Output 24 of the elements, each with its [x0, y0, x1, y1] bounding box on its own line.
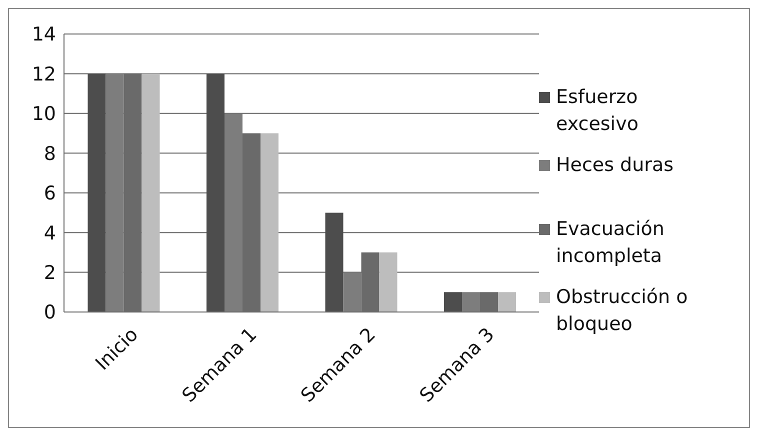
bar: [379, 252, 398, 312]
y-tick-label: 2: [44, 262, 56, 284]
bar: [325, 212, 344, 312]
bar: [343, 272, 362, 312]
bar: [498, 292, 516, 312]
bar: [462, 292, 480, 312]
y-tick-label: 14: [32, 24, 56, 46]
y-tick-label: 10: [32, 103, 56, 126]
legend-label: Heces duras: [556, 153, 675, 178]
y-tick-label: 0: [44, 302, 56, 324]
bar: [106, 74, 124, 312]
y-tick-label: 12: [32, 63, 56, 86]
bar: [142, 74, 160, 312]
bar: [260, 133, 278, 312]
y-tick-label: 4: [44, 222, 56, 244]
bar: [224, 113, 242, 312]
y-tick-label: 6: [44, 182, 56, 205]
bar: [88, 74, 106, 312]
y-tick-label: 8: [44, 142, 56, 165]
legend-label: Evacuación incompleta: [556, 217, 666, 269]
bar: [444, 292, 462, 312]
legend-label: Obstrucción o bloqueo: [556, 285, 689, 337]
legend-label: Esfuerzo excesivo: [556, 85, 640, 137]
bar: [206, 74, 224, 312]
